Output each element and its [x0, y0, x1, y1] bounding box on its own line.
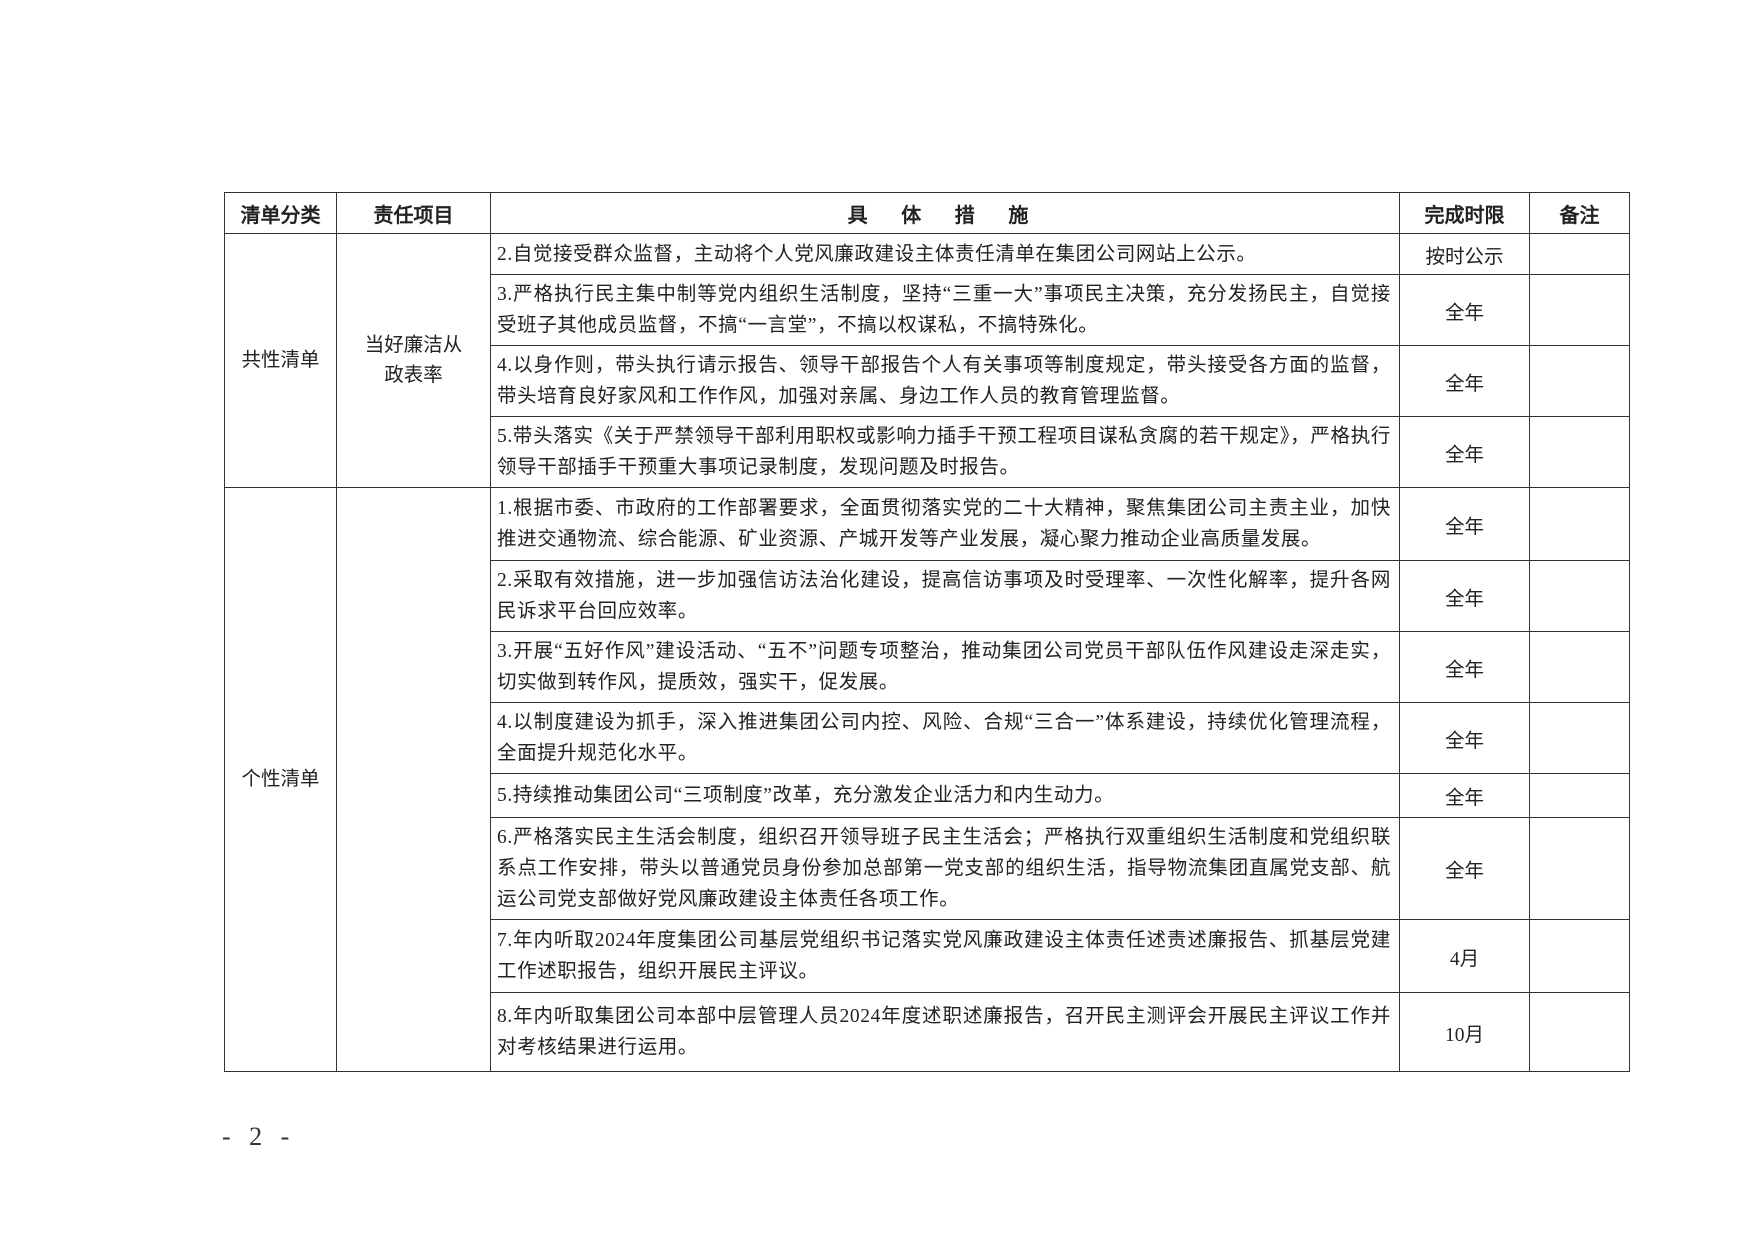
- project-cell: 当好廉洁从政表率: [336, 233, 491, 488]
- table-row: 7.年内听取2024年度集团公司基层党组织书记落实党风廉政建设主体责任述责述廉报…: [225, 919, 1630, 993]
- deadline-cell: 全年: [1399, 702, 1530, 774]
- measure-cell: 6.严格落实民主生活会制度，组织召开领导班子民主生活会；严格执行双重组织生活制度…: [490, 817, 1400, 920]
- table-row: 6.严格落实民主生活会制度，组织召开领导班子民主生活会；严格执行双重组织生活制度…: [225, 817, 1630, 920]
- table-row: 4.以身作则，带头执行请示报告、领导干部报告个人有关事项等制度规定，带头接受各方…: [225, 345, 1630, 417]
- header-category: 清单分类: [224, 192, 337, 234]
- project-cell: [336, 487, 491, 1072]
- measure-cell: 1.根据市委、市政府的工作部署要求，全面贯彻落实党的二十大精神，聚焦集团公司主责…: [490, 487, 1400, 561]
- measure-cell: 5.带头落实《关于严禁领导干部利用职权或影响力插手干预工程项目谋私贪腐的若干规定…: [490, 416, 1400, 488]
- deadline-cell: 全年: [1399, 487, 1530, 561]
- measure-cell: 2.自觉接受群众监督，主动将个人党风廉政建设主体责任清单在集团公司网站上公示。: [490, 233, 1400, 275]
- table-row: 共性清单 当好廉洁从政表率 2.自觉接受群众监督，主动将个人党风廉政建设主体责任清单…: [224, 233, 1630, 488]
- remark-cell: [1529, 817, 1630, 920]
- category-cell: 个性清单: [224, 487, 337, 1072]
- table-row: 8.年内听取集团公司本部中层管理人员2024年度述职述廉报告，召开民主测评会开展…: [225, 992, 1630, 1072]
- remark-cell: [1529, 233, 1630, 275]
- category-cell: 共性清单: [224, 233, 337, 488]
- table-header-row: 清单分类 责任项目 具 体 措 施 完成时限 备注: [224, 192, 1630, 234]
- deadline-cell: 全年: [1399, 560, 1530, 632]
- deadline-cell: 全年: [1399, 817, 1530, 920]
- header-project: 责任项目: [336, 192, 491, 234]
- remark-cell: [1529, 631, 1630, 703]
- deadline-cell: 全年: [1399, 274, 1530, 346]
- deadline-cell: 全年: [1399, 773, 1530, 818]
- table-row: 5.带头落实《关于严禁领导干部利用职权或影响力插手干预工程项目谋私贪腐的若干规定…: [225, 416, 1630, 488]
- measure-cell: 5.持续推动集团公司“三项制度”改革，充分激发企业活力和内生动力。: [490, 773, 1400, 818]
- deadline-cell: 10月: [1399, 992, 1530, 1072]
- measure-cell: 3.严格执行民主集中制等党内组织生活制度，坚持“三重一大”事项民主决策，充分发扬…: [490, 274, 1400, 346]
- deadline-cell: 全年: [1399, 416, 1530, 488]
- responsibility-table: 清单分类 责任项目 具 体 措 施 完成时限 备注 共性清单 当好廉洁从政表率 2.…: [224, 192, 1630, 1072]
- deadline-cell: 全年: [1399, 345, 1530, 417]
- table-row: 3.开展“五好作风”建设活动、“五不”问题专项整治，推动集团公司党员干部队伍作风…: [225, 631, 1630, 703]
- deadline-cell: 4月: [1399, 919, 1530, 993]
- measure-cell: 4.以身作则，带头执行请示报告、领导干部报告个人有关事项等制度规定，带头接受各方…: [490, 345, 1400, 417]
- remark-cell: [1529, 487, 1630, 561]
- table-row: 个性清单 1.根据市委、市政府的工作部署要求，全面贯彻落实党的二十大精神，聚焦集团…: [224, 487, 1630, 1072]
- page-number: - 2 -: [222, 1122, 296, 1151]
- header-deadline: 完成时限: [1399, 192, 1530, 234]
- measure-cell: 2.采取有效措施，进一步加强信访法治化建设，提高信访事项及时受理率、一次性化解率…: [490, 560, 1400, 632]
- header-remark: 备注: [1529, 192, 1630, 234]
- table-row: 5.持续推动集团公司“三项制度”改革，充分激发企业活力和内生动力。 全年: [225, 773, 1630, 818]
- deadline-cell: 全年: [1399, 631, 1530, 703]
- remark-cell: [1529, 702, 1630, 774]
- header-measures: 具 体 措 施: [490, 192, 1400, 234]
- table-row: 2.采取有效措施，进一步加强信访法治化建设，提高信访事项及时受理率、一次性化解率…: [225, 560, 1630, 632]
- remark-cell: [1529, 919, 1630, 993]
- measure-cell: 7.年内听取2024年度集团公司基层党组织书记落实党风廉政建设主体责任述责述廉报…: [490, 919, 1400, 993]
- measure-cell: 4.以制度建设为抓手，深入推进集团公司内控、风险、合规“三合一”体系建设，持续优…: [490, 702, 1400, 774]
- remark-cell: [1529, 416, 1630, 488]
- measure-cell: 3.开展“五好作风”建设活动、“五不”问题专项整治，推动集团公司党员干部队伍作风…: [490, 631, 1400, 703]
- remark-cell: [1529, 992, 1630, 1072]
- remark-cell: [1529, 345, 1630, 417]
- remark-cell: [1529, 773, 1630, 818]
- remark-cell: [1529, 560, 1630, 632]
- measure-cell: 8.年内听取集团公司本部中层管理人员2024年度述职述廉报告，召开民主测评会开展…: [490, 992, 1400, 1072]
- table-row: 4.以制度建设为抓手，深入推进集团公司内控、风险、合规“三合一”体系建设，持续优…: [225, 702, 1630, 774]
- table-row: 3.严格执行民主集中制等党内组织生活制度，坚持“三重一大”事项民主决策，充分发扬…: [225, 274, 1630, 346]
- deadline-cell: 按时公示: [1399, 233, 1530, 275]
- remark-cell: [1529, 274, 1630, 346]
